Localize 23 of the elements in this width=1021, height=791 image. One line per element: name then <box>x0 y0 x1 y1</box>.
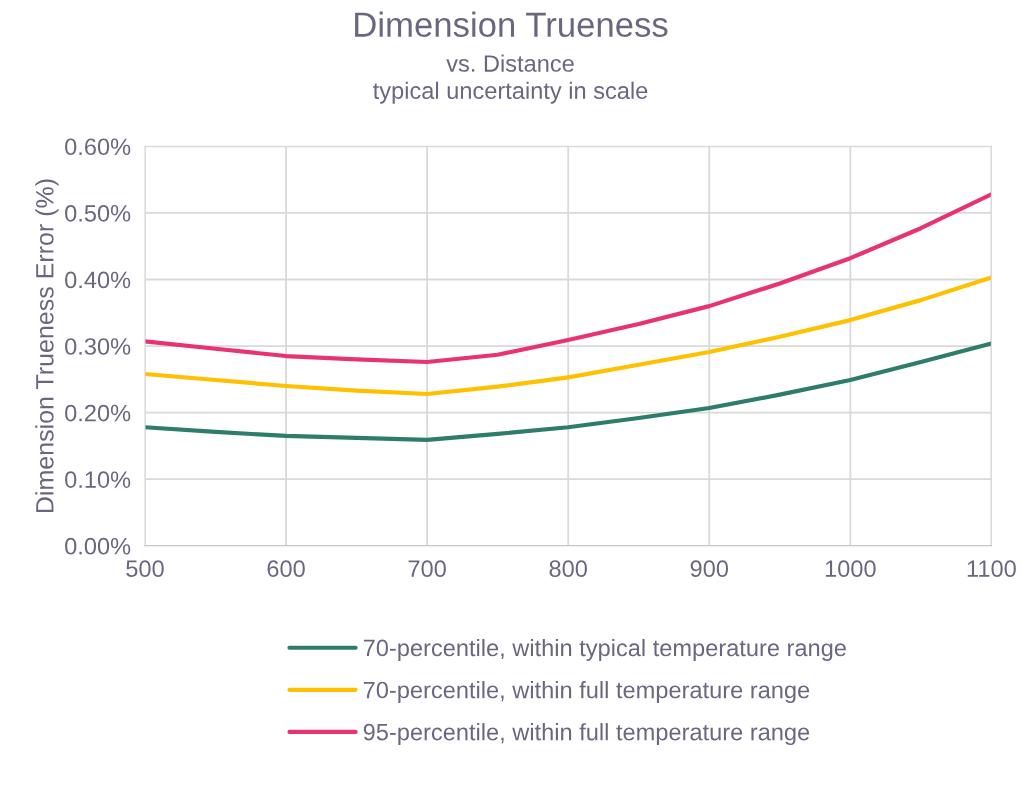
x-tick-label: 900 <box>690 560 729 578</box>
y-tick-label: 0.60% <box>65 138 131 156</box>
x-tick-label: 600 <box>267 560 305 578</box>
chart-subtitle: vs. Distance typical uncertainty in scale <box>373 54 648 104</box>
x-tick-label: 800 <box>549 560 587 578</box>
y-tick-label: 0.00% <box>65 537 131 555</box>
y-tick-label: 0.40% <box>65 271 131 289</box>
x-tick-label: 1000 <box>825 560 876 578</box>
line-series <box>144 192 992 365</box>
x-tick-label: 500 <box>126 560 164 578</box>
y-tick-label: 0.50% <box>65 204 131 222</box>
x-tick-label: 700 <box>408 560 446 578</box>
x-tick-label: 1100 <box>967 560 1016 578</box>
chart-title: Dimension Trueness <box>355 11 668 38</box>
y-axis-title: Dimension Trueness Error (%) <box>35 179 59 513</box>
legend-label: 70-percentile, within typical temperature range <box>363 638 846 661</box>
line-series <box>144 341 992 443</box>
y-tick-label: 0.20% <box>65 404 131 422</box>
y-tick-label: 0.10% <box>65 471 131 488</box>
y-tick-label: 0.30% <box>65 338 131 355</box>
legend-label: 95-percentile, within full temperature range <box>363 723 810 746</box>
line-series <box>144 275 992 397</box>
legend-label: 70-percentile, within full temperature range <box>363 681 810 704</box>
